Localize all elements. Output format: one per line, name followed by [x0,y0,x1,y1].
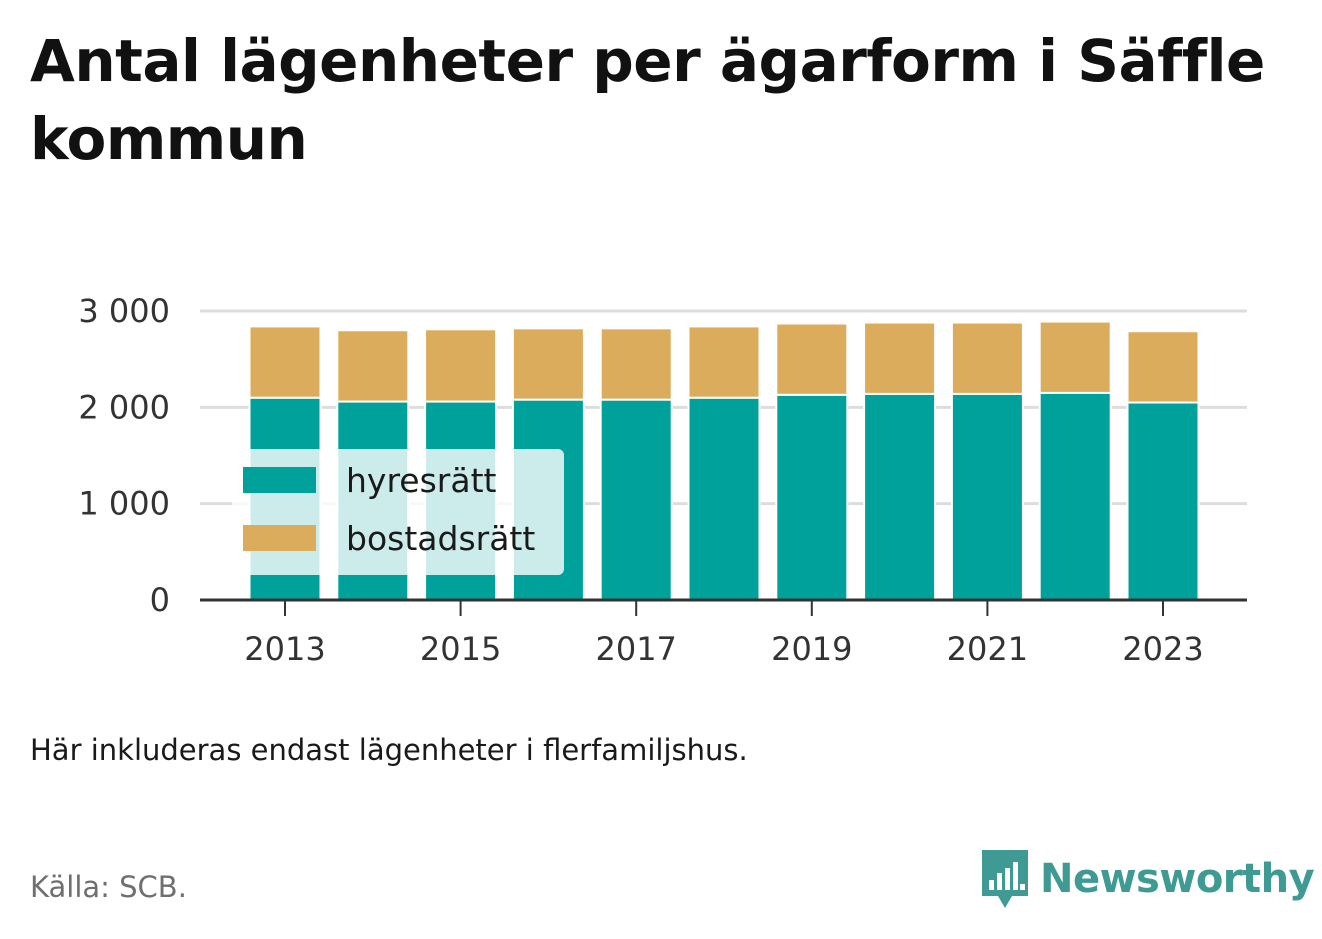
bar-hyresrätt-2018 [687,396,761,602]
bar-chart-speech-bubble-icon [982,850,1028,908]
bar-bostadsrätt-2018 [687,325,761,399]
bar-bostadsrätt-2022 [1038,320,1112,394]
bar-bostadsrätt-2021 [950,321,1024,395]
brand-name: Newsworthy [1040,856,1315,902]
legend-label-bostadsrätt: bostadsrätt [346,519,535,558]
x-tick-label: 2019 [771,630,852,668]
x-tick-label: 2013 [244,630,325,668]
chart-title: Antal lägenheter per ägarform i Säffle k… [30,27,1265,173]
bar-hyresrätt-2020 [863,392,937,602]
bar-hyresrätt-2017 [599,398,673,602]
bar-bostadsrätt-2013 [248,325,322,399]
x-tick-label: 2015 [420,630,501,668]
x-tick-label: 2023 [1122,630,1203,668]
bar-bostadsrätt-2019 [775,322,849,396]
bar-hyresrätt-2021 [950,392,1024,602]
y-tick-label: 1 000 [78,485,170,523]
y-tick-label: 3 000 [78,292,170,330]
bar-bostadsrätt-2014 [336,329,410,403]
legend-label-hyresrätt: hyresrätt [346,461,497,500]
bar-bostadsrätt-2016 [511,327,585,401]
chart-note: Här inkluderas endast lägenheter i flerf… [30,733,748,767]
legend-swatch-hyresrätt [243,467,316,493]
x-tick-label: 2017 [595,630,676,668]
y-tick-label: 0 [150,581,170,619]
y-tick-label: 2 000 [78,388,170,426]
source-label: Källa: SCB. [30,870,187,904]
bar-bostadsrätt-2015 [424,328,498,403]
bar-bostadsrätt-2020 [863,321,937,395]
bar-hyresrätt-2023 [1126,401,1200,601]
x-tick-label: 2021 [947,630,1028,668]
axes: 0 1 000 2 000 3 000 2013 2015 2017 2019 2021 2023 [78,292,1247,668]
bar-bostadsrätt-2017 [599,327,673,401]
bar-hyresrätt-2019 [775,393,849,601]
bar-bostadsrätt-2023 [1126,330,1200,404]
legend: hyresrätt bostadsrätt [232,449,564,575]
brand-logo: Newsworthy [980,848,1315,910]
bar-hyresrätt-2022 [1038,391,1112,601]
legend-swatch-bostadsrätt [243,525,316,551]
